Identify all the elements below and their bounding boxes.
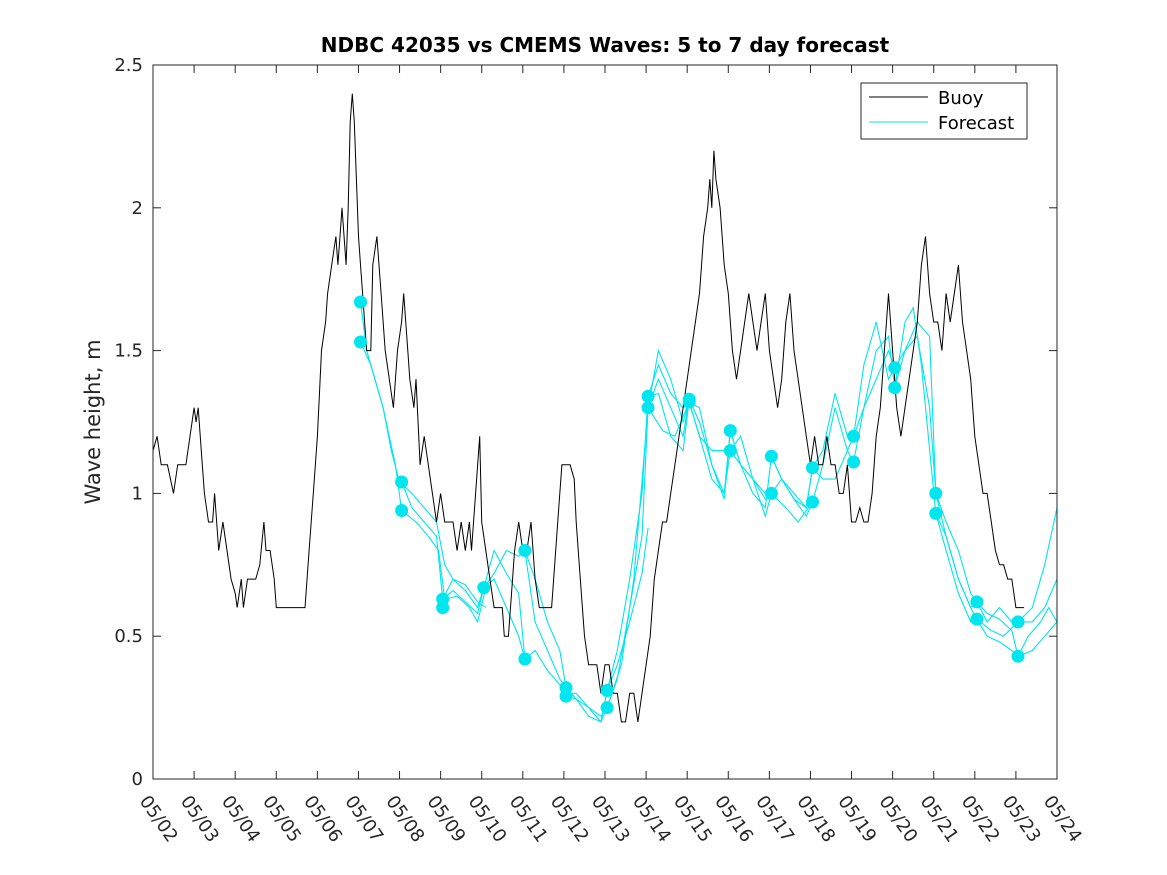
x-tick-label: 05/11	[505, 792, 552, 847]
forecast-marker	[888, 381, 902, 395]
forecast-marker	[641, 389, 655, 403]
forecast-marker	[970, 612, 984, 626]
x-tick-label: 05/04	[217, 792, 264, 847]
forecast-marker	[847, 455, 861, 469]
x-tick-label: 05/15	[669, 792, 716, 847]
forecast-marker	[764, 449, 778, 463]
y-axis: 0 0.5 1 1.5 2 2.5	[114, 55, 1057, 790]
x-tick-label: 05/23	[998, 792, 1045, 847]
legend: Buoy Forecast	[860, 82, 1028, 140]
forecast-line	[401, 481, 526, 660]
y-tick-label: 1.5	[114, 341, 143, 362]
forecast-marker	[600, 684, 614, 697]
forecast-line	[524, 527, 649, 724]
x-tick-label: 05/13	[587, 792, 634, 847]
forecast-marker	[395, 475, 409, 489]
x-tick-label: 05/06	[299, 792, 346, 847]
forecast-marker	[518, 652, 532, 666]
x-tick-label: 05/10	[464, 792, 511, 847]
forecast-line	[935, 513, 1058, 637]
y-tick-label: 2	[132, 198, 143, 219]
x-tick-label: 05/05	[258, 792, 305, 847]
forecast-marker	[682, 395, 696, 409]
forecast-marker	[436, 601, 450, 615]
forecast-marker	[641, 401, 655, 415]
forecast-marker	[395, 504, 409, 517]
forecast-line	[647, 400, 813, 523]
legend-forecast-label: Forecast	[938, 113, 1014, 134]
x-tick-label: 05/14	[628, 792, 675, 847]
x-tick-label: 05/02	[135, 792, 182, 847]
x-tick-label: 05/03	[176, 792, 223, 847]
x-tick-label: 05/17	[751, 792, 798, 847]
forecast-line	[935, 493, 1058, 623]
x-tick-label: 05/20	[875, 792, 922, 847]
plot-area	[153, 65, 1057, 779]
x-tick-label: 05/22	[957, 792, 1004, 847]
chart-title: NDBC 42035 vs CMEMS Waves: 5 to 7 day fo…	[321, 33, 890, 57]
y-tick-label: 1	[132, 483, 143, 504]
forecast-marker	[847, 429, 861, 443]
x-tick-label: 05/12	[546, 792, 593, 847]
forecast-marker	[477, 581, 491, 595]
forecast-marker	[888, 361, 902, 375]
forecast-marker	[354, 335, 367, 349]
y-tick-label: 0	[132, 769, 143, 790]
forecast-marker	[1011, 615, 1025, 629]
forecast-marker	[970, 595, 984, 609]
x-tick-label: 05/08	[381, 792, 428, 847]
forecast-line	[442, 549, 567, 688]
forecast-marker	[806, 495, 819, 509]
y-tick-label: 0.5	[114, 626, 143, 647]
x-tick-label: 05/07	[340, 792, 387, 847]
buoy-line	[152, 93, 1025, 723]
forecast-marker	[929, 486, 943, 500]
forecast-marker	[723, 444, 737, 458]
forecast-marker	[806, 461, 819, 475]
forecast-marker	[929, 506, 943, 520]
forecast-line	[359, 341, 487, 624]
x-tick-label: 05/09	[423, 792, 470, 847]
forecast-marker	[723, 424, 737, 438]
x-tick-label: 05/18	[792, 792, 839, 847]
x-tick-label: 05/16	[710, 792, 757, 847]
forecast-markers-group	[354, 295, 1025, 715]
legend-buoy-label: Buoy	[938, 88, 984, 109]
forecast-marker	[354, 295, 367, 309]
forecast-marker	[518, 544, 532, 557]
legend-box	[860, 82, 1028, 140]
x-tick-label: 05/19	[833, 792, 880, 847]
forecast-marker	[1011, 649, 1025, 663]
x-tick-label: 05/21	[916, 792, 963, 847]
y-tick-label: 2.5	[114, 55, 143, 76]
y-axis-label: Wave height, m	[81, 339, 105, 504]
x-tick-label: 05/24	[1039, 792, 1086, 847]
buoy-series-group	[152, 93, 1025, 723]
forecast-marker	[764, 486, 778, 500]
forecast-marker	[600, 701, 614, 715]
forecast-marker	[559, 689, 573, 703]
